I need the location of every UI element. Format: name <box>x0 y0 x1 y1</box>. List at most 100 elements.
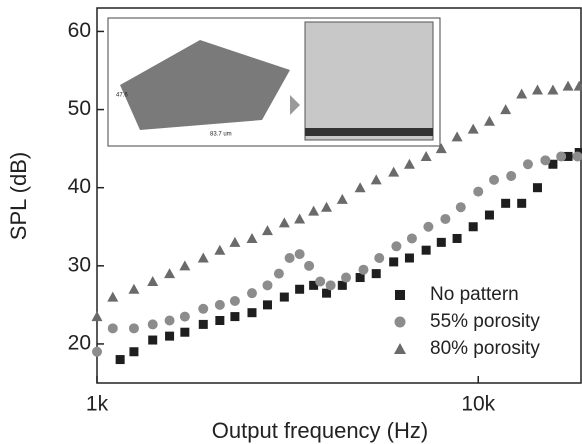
marker-circle <box>273 268 284 279</box>
plot-frame <box>96 7 582 384</box>
marker-circle <box>147 319 158 330</box>
x-tick-label: 10k <box>461 393 495 416</box>
marker-square <box>309 280 319 290</box>
legend-label: No pattern <box>430 284 519 305</box>
y-tick-label: 20 <box>68 331 91 354</box>
marker-square <box>129 347 139 357</box>
marker-square <box>337 280 347 290</box>
marker-square <box>371 269 381 279</box>
marker-circle <box>423 221 434 232</box>
marker-triangle <box>451 131 463 142</box>
marker-triangle <box>467 123 479 134</box>
marker-square <box>295 284 305 294</box>
marker-triangle <box>370 174 382 185</box>
marker-triangle <box>321 201 333 212</box>
x-axis-title: Output frequency (Hz) <box>212 418 428 443</box>
marker-triangle <box>531 84 543 95</box>
marker-square <box>279 292 289 302</box>
marker-square <box>322 288 332 298</box>
marker-circle <box>92 346 102 357</box>
marker-triangle <box>403 158 415 169</box>
marker-circle <box>164 315 175 326</box>
y-tick-label: 60 <box>68 19 91 42</box>
marker-square <box>247 308 257 318</box>
marker-triangle <box>294 213 306 224</box>
marker-circle <box>246 288 257 299</box>
y-axis-title: SPL (dB) <box>6 152 31 240</box>
marker-triangle <box>435 143 447 154</box>
marker-square <box>262 300 272 310</box>
marker-circle <box>473 186 484 197</box>
marker-triangle <box>573 80 582 91</box>
marker-triangle <box>164 268 176 279</box>
marker-circle <box>522 159 533 170</box>
y-tick-label: 50 <box>68 97 91 120</box>
marker-triangle <box>128 283 140 294</box>
marker-square <box>395 290 405 300</box>
legend-label: 80% porosity <box>430 338 540 359</box>
marker-circle <box>391 241 402 252</box>
marker-square <box>180 327 190 337</box>
marker-circle <box>455 202 466 213</box>
marker-triangle <box>336 193 348 204</box>
marker-triangle <box>278 217 290 228</box>
marker-circle <box>506 170 517 181</box>
marker-triangle <box>179 260 191 271</box>
marker-square <box>389 257 399 267</box>
marker-circle <box>489 174 500 185</box>
marker-circle <box>325 280 336 291</box>
marker-triangle <box>246 232 258 243</box>
marker-circle <box>284 253 295 263</box>
marker-circle <box>315 276 326 287</box>
marker-circle <box>394 316 406 328</box>
marker-circle <box>440 213 451 224</box>
marker-circle <box>128 323 139 334</box>
marker-circle <box>262 280 273 291</box>
marker-circle <box>556 151 567 162</box>
marker-square <box>484 210 494 220</box>
marker-square <box>115 355 125 365</box>
inset-label: 83.7 um <box>210 132 232 138</box>
marker-square <box>215 316 225 325</box>
marker-triangle <box>516 88 528 99</box>
inset-arrow <box>290 95 300 115</box>
marker-triangle <box>562 80 574 91</box>
marker-circle <box>179 311 190 322</box>
marker-circle <box>341 272 352 283</box>
marker-square <box>452 233 462 243</box>
marker-circle <box>229 295 240 306</box>
inset-surface <box>120 40 290 130</box>
marker-triangle <box>547 84 559 95</box>
inset-image <box>304 21 434 141</box>
legend-label: 55% porosity <box>430 311 540 332</box>
marker-triangle <box>420 150 432 161</box>
marker-square <box>436 237 446 247</box>
y-tick-label: 40 <box>68 175 91 198</box>
x-tick-label: 1k <box>86 393 109 416</box>
marker-triangle <box>308 205 320 216</box>
marker-circle <box>304 260 315 271</box>
inset: 47.6 83.7 um <box>107 17 441 147</box>
marker-triangle <box>354 182 366 193</box>
marker-circle <box>358 264 369 275</box>
marker-square <box>548 159 558 169</box>
marker-triangle <box>500 104 512 115</box>
y-tick-label: 30 <box>68 253 91 276</box>
marker-triangle <box>229 236 241 247</box>
marker-square <box>421 245 431 255</box>
marker-triangle <box>147 275 159 286</box>
marker-square <box>532 183 542 193</box>
marker-triangle <box>197 252 209 263</box>
marker-triangle <box>107 291 119 302</box>
marker-square <box>148 335 158 345</box>
marker-triangle <box>214 244 226 255</box>
inset-image-band <box>305 128 433 136</box>
marker-circle <box>294 249 305 260</box>
marker-triangle <box>91 311 103 322</box>
marker-circle <box>572 151 582 162</box>
marker-square <box>501 198 511 208</box>
marker-square <box>517 198 527 208</box>
marker-square <box>198 319 208 329</box>
marker-square <box>355 273 365 283</box>
